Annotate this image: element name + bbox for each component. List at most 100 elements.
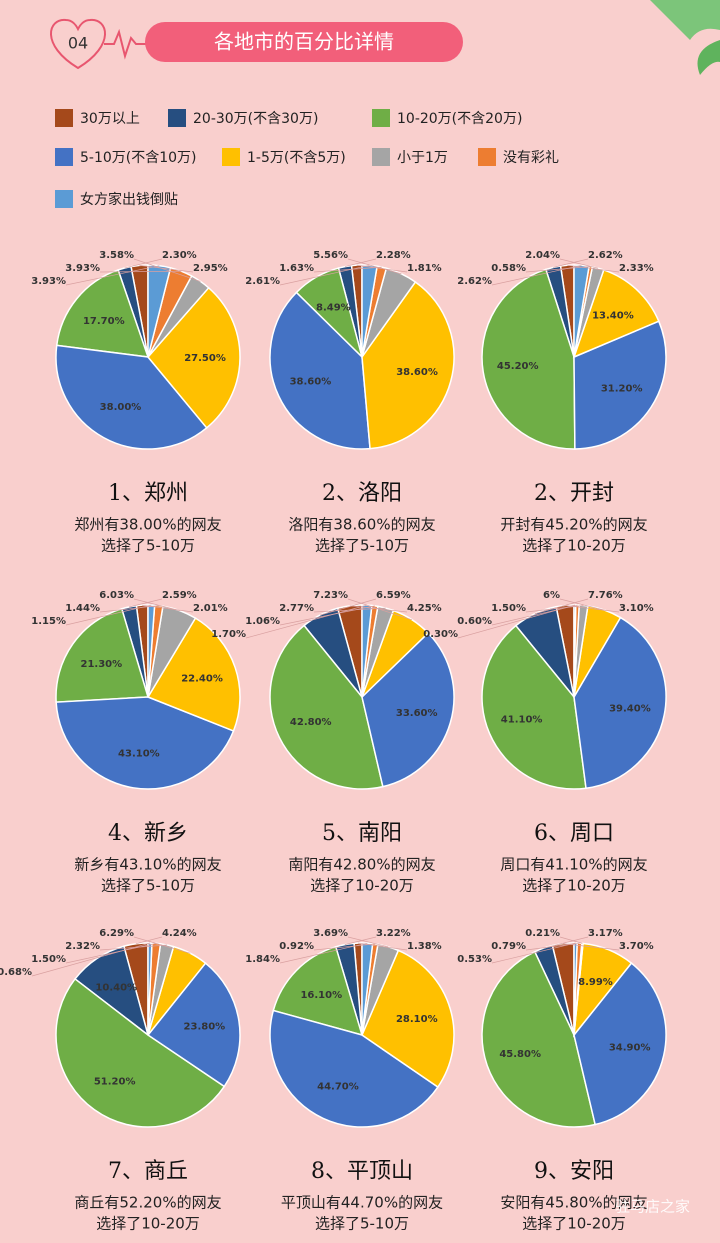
legend-swatch [372,109,390,127]
slice-label: 0.21% [525,928,560,939]
pie-caption: 选择了5-10万 [315,1215,409,1233]
legend-swatch [168,109,186,127]
pie-title: 9、安阳 [534,1159,614,1184]
legend-label: 没有彩礼 [503,150,559,166]
slice-label: 6.03% [99,590,134,601]
slice-label: 2.61% [245,276,280,287]
slice-label: 1.70% [211,629,246,640]
pie-title: 5、南阳 [322,821,402,846]
slice-label: 8.99% [578,977,613,988]
slice-label: 0.92% [279,941,314,952]
pie-caption: 新乡有43.10%的网友 [74,856,221,874]
slice-label: 2.62% [457,276,492,287]
slice-label: 3.22% [376,928,411,939]
slice-label: 1.44% [65,603,100,614]
legend-swatch [55,109,73,127]
legend-label: 1-5万(不含5万) [247,150,346,166]
slice-label: 1.38% [407,941,442,952]
slice-label: 7.76% [588,590,623,601]
pie-caption: 开封有45.20%的网友 [500,516,647,534]
slice-label: 2.32% [65,941,100,952]
slice-label: 1.50% [491,603,526,614]
slice-label: 38.60% [396,367,438,378]
section-number: 04 [68,34,88,53]
slice-label: 1.50% [31,954,66,965]
slice-label: 38.00% [100,402,142,413]
slice-label: 0.58% [491,263,526,274]
slice-label: 42.80% [290,717,332,728]
slice-label: 51.20% [94,1076,136,1087]
slice-label: 22.40% [181,674,223,685]
slice-label: 2.33% [619,263,654,274]
slice-label: 13.40% [592,310,634,321]
legend-swatch [372,148,390,166]
slice-label: 16.10% [300,990,342,1001]
pie-title: 6、周口 [534,821,614,846]
slice-label: 2.30% [162,250,197,261]
slice-label: 21.30% [81,659,123,670]
slice-label: 33.60% [396,708,438,719]
slice-label: 1.06% [245,616,280,627]
pie-caption: 选择了10-20万 [522,1215,626,1233]
pie-caption: 选择了10-20万 [96,1215,200,1233]
legend-label: 20-30万(不含30万) [193,111,318,127]
slice-label: 4.24% [162,928,197,939]
slice-label: 3.69% [313,928,348,939]
pie-caption: 洛阳有38.60%的网友 [288,516,435,534]
pie-caption: 平顶山有44.70%的网友 [281,1194,443,1212]
pie-caption: 选择了5-10万 [101,877,195,895]
slice-label: 3.93% [31,276,66,287]
legend-label: 小于1万 [397,150,448,166]
pie-title: 2、开封 [534,481,614,506]
slice-label: 0.60% [457,616,492,627]
pie-caption: 商丘有52.20%的网友 [74,1194,221,1212]
slice-label: 5.56% [313,250,348,261]
slice-label: 2.95% [193,263,228,274]
slice-label: 39.40% [609,703,651,714]
pie-title: 7、商丘 [108,1159,188,1184]
slice-label: 0.68% [0,967,32,978]
slice-label: 3.58% [99,250,134,261]
slice-label: 1.84% [245,954,280,965]
slice-label: 3.17% [588,928,623,939]
slice-label: 6% [543,590,560,601]
slice-label: 17.70% [83,316,125,327]
slice-label: 27.50% [184,353,226,364]
pie-caption: 郑州有38.00%的网友 [74,516,221,534]
slice-label: 3.10% [619,603,654,614]
pie-title: 2、洛阳 [322,481,402,506]
slice-label: 28.10% [396,1014,438,1025]
pie-caption: 选择了10-20万 [522,877,626,895]
slice-label: 10.40% [95,983,137,994]
legend-label: 女方家出钱倒贴 [80,191,178,208]
legend-swatch [55,148,73,166]
legend-label: 30万以上 [80,111,140,127]
slice-label: 44.70% [317,1082,359,1093]
pie-caption: 选择了5-10万 [101,537,195,555]
pie-caption: 选择了10-20万 [310,877,414,895]
slice-label: 1.15% [31,616,66,627]
slice-label: 3.93% [65,263,100,274]
slice-label: 2.59% [162,590,197,601]
slice-label: 2.62% [588,250,623,261]
slice-label: 34.90% [609,1042,651,1053]
legend-swatch [55,190,73,208]
slice-label: 1.81% [407,263,442,274]
slice-label: 43.10% [118,748,160,759]
legend-swatch [478,148,496,166]
slice-label: 45.20% [497,361,539,372]
pie-caption: 南阳有42.80%的网友 [288,856,435,874]
slice-label: 6.59% [376,590,411,601]
slice-label: 3.70% [619,941,654,952]
slice-label: 2.04% [525,250,560,261]
pie-title: 8、平顶山 [311,1159,413,1184]
slice-label: 8.49% [316,303,351,314]
watermark: 驻马店之家 [615,1198,690,1216]
pie-caption: 周口有41.10%的网友 [500,856,647,874]
slice-label: 2.77% [279,603,314,614]
slice-label: 0.30% [423,629,458,640]
slice-label: 2.28% [376,250,411,261]
slice-label: 41.10% [501,715,543,726]
slice-label: 1.63% [279,263,314,274]
